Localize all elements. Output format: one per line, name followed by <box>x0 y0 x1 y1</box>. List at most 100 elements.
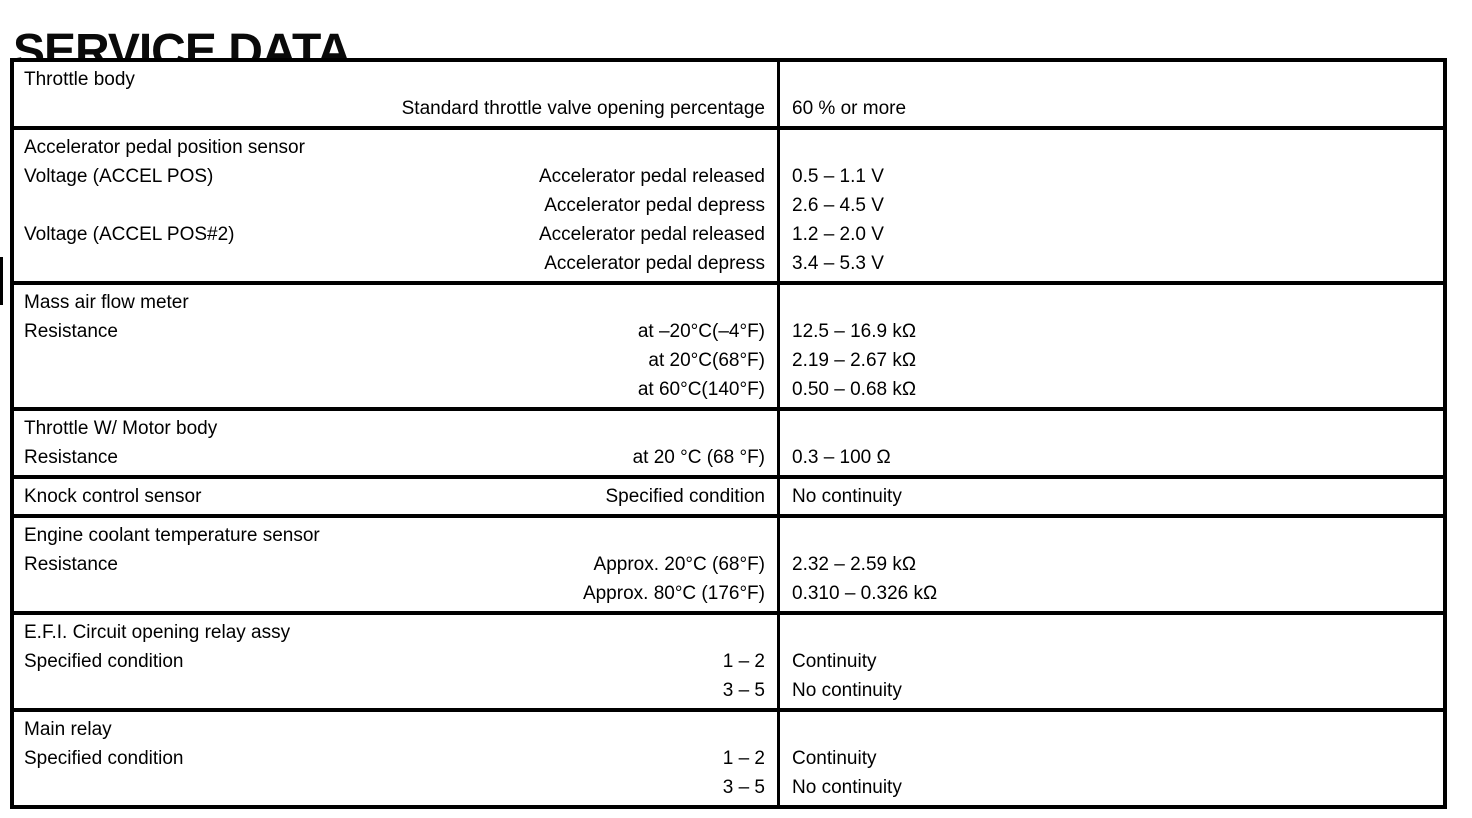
spec-left-column: E.F.I. Circuit opening relay assy Specifi… <box>14 615 780 708</box>
spec-label: Knock control sensor <box>24 486 202 507</box>
spec-value: 0.50 – 0.68 kΩ <box>792 379 917 400</box>
spec-label: Accelerator pedal position sensor <box>24 137 305 158</box>
spec-value <box>792 414 1435 443</box>
spec-value: No continuity <box>792 680 902 701</box>
table-section-knock-control-sensor: Knock control sensor Specified condition N… <box>14 475 1443 514</box>
spec-value <box>792 715 1435 744</box>
spec-line: Knock control sensor Specified condition <box>24 482 765 511</box>
spec-value-column: 2.32 – 2.59 kΩ 0.310 – 0.326 kΩ <box>780 518 1443 611</box>
spec-condition: Specified condition <box>605 486 766 507</box>
spec-left-column: Main relay Specified condition 1 – 2 3 – 5 <box>14 712 780 805</box>
spec-label: Resistance <box>24 321 118 342</box>
table-section-accelerator-pedal-position-sensor: Accelerator pedal position sensor Voltage… <box>14 126 1443 281</box>
spec-value <box>792 133 1435 162</box>
table-section-throttle-w-motor-body: Throttle W/ Motor body Resistance at 20 °C… <box>14 407 1443 475</box>
spec-value-column: 0.3 – 100 Ω <box>780 411 1443 475</box>
spec-value: No continuity <box>792 486 902 507</box>
spec-value <box>792 288 1435 317</box>
spec-line: Resistance at –20°C(–4°F) <box>24 317 765 346</box>
spec-condition: at –20°C(–4°F) <box>637 321 765 342</box>
spec-value-column: Continuity No continuity <box>780 712 1443 805</box>
table-section-engine-coolant-temperature-sensor: Engine coolant temperature sensor Resista… <box>14 514 1443 611</box>
spec-left-column: Accelerator pedal position sensor Voltage… <box>14 130 780 281</box>
spec-condition: Approx. 20°C (68°F) <box>593 554 765 575</box>
spec-value: 0.3 – 100 Ω <box>792 447 891 468</box>
spec-condition: at 20°C(68°F) <box>648 350 765 371</box>
spec-label: Specified condition <box>24 748 184 769</box>
spec-line: Main relay <box>24 715 765 744</box>
spec-value-column: 12.5 – 16.9 kΩ 2.19 – 2.67 kΩ 0.50 – 0.68 … <box>780 285 1443 407</box>
spec-label: Resistance <box>24 447 118 468</box>
spec-value <box>792 65 1435 94</box>
table-section-throttle-body: Throttle body Standard throttle valve ope… <box>14 62 1443 126</box>
spec-label: Mass air flow meter <box>24 292 189 313</box>
spec-line: Mass air flow meter <box>24 288 765 317</box>
spec-value: Continuity <box>792 651 877 672</box>
table-section-efi-circuit-opening-relay-assy: E.F.I. Circuit opening relay assy Specifi… <box>14 611 1443 708</box>
spec-line: at 60°C(140°F) <box>24 375 765 404</box>
spec-label: Resistance <box>24 554 118 575</box>
spec-label: E.F.I. Circuit opening relay assy <box>24 622 291 643</box>
spec-value: 2.6 – 4.5 V <box>792 195 884 216</box>
spec-left-column: Knock control sensor Specified condition <box>14 479 780 514</box>
spec-condition: Accelerator pedal depress <box>544 195 765 216</box>
spec-line: Accelerator pedal depress <box>24 249 765 278</box>
spec-condition: 1 – 2 <box>722 651 765 672</box>
spec-value-column: Continuity No continuity <box>780 615 1443 708</box>
spec-value-column: No continuity <box>780 479 1443 514</box>
spec-line: Voltage (ACCEL POS) Accelerator pedal rel… <box>24 162 765 191</box>
spec-condition: 3 – 5 <box>722 680 765 701</box>
scan-artifact-mark <box>0 257 3 305</box>
spec-line: Throttle body <box>24 65 765 94</box>
spec-left-column: Mass air flow meter Resistance at –20°C(–4… <box>14 285 780 407</box>
spec-line: Standard throttle valve opening percenta… <box>24 94 765 123</box>
spec-condition: at 20 °C (68 °F) <box>632 447 765 468</box>
spec-left-column: Throttle body Standard throttle valve ope… <box>14 62 780 126</box>
spec-line: Throttle W/ Motor body <box>24 414 765 443</box>
spec-value: 0.5 – 1.1 V <box>792 166 884 187</box>
spec-condition: Accelerator pedal depress <box>544 253 765 274</box>
spec-label: Throttle W/ Motor body <box>24 418 218 439</box>
spec-condition: Approx. 80°C (176°F) <box>582 583 765 604</box>
spec-value-column: 60 % or more <box>780 62 1443 126</box>
spec-left-column: Throttle W/ Motor body Resistance at 20 °C… <box>14 411 780 475</box>
spec-line: Accelerator pedal depress <box>24 191 765 220</box>
spec-label: Throttle body <box>24 69 135 90</box>
spec-value: 2.32 – 2.59 kΩ <box>792 554 917 575</box>
spec-condition: 1 – 2 <box>722 748 765 769</box>
spec-value: No continuity <box>792 777 902 798</box>
spec-condition: Accelerator pedal released <box>538 224 765 245</box>
spec-label: Main relay <box>24 719 112 740</box>
spec-value <box>792 521 1435 550</box>
spec-line: Approx. 80°C (176°F) <box>24 579 765 608</box>
spec-line: Specified condition 1 – 2 <box>24 744 765 773</box>
spec-label: Voltage (ACCEL POS) <box>24 166 214 187</box>
spec-condition: Standard throttle valve opening percenta… <box>401 98 765 119</box>
spec-label: Voltage (ACCEL POS#2) <box>24 224 235 245</box>
spec-label: Specified condition <box>24 651 184 672</box>
spec-label: Engine coolant temperature sensor <box>24 525 320 546</box>
spec-value: 3.4 – 5.3 V <box>792 253 884 274</box>
spec-condition: Accelerator pedal released <box>538 166 765 187</box>
spec-value: Continuity <box>792 748 877 769</box>
spec-line: 3 – 5 <box>24 676 765 705</box>
spec-condition: at 60°C(140°F) <box>637 379 765 400</box>
spec-value: 12.5 – 16.9 kΩ <box>792 321 917 342</box>
spec-condition: 3 – 5 <box>722 777 765 798</box>
spec-line: at 20°C(68°F) <box>24 346 765 375</box>
spec-left-column: Engine coolant temperature sensor Resista… <box>14 518 780 611</box>
spec-line: 3 – 5 <box>24 773 765 802</box>
spec-line: E.F.I. Circuit opening relay assy <box>24 618 765 647</box>
spec-value: 1.2 – 2.0 V <box>792 224 884 245</box>
spec-value <box>792 618 1435 647</box>
table-section-main-relay: Main relay Specified condition 1 – 2 3 – 5 C… <box>14 708 1443 805</box>
spec-value: 60 % or more <box>792 98 907 119</box>
spec-value: 2.19 – 2.67 kΩ <box>792 350 917 371</box>
spec-value: 0.310 – 0.326 kΩ <box>792 583 938 604</box>
spec-line: Specified condition 1 – 2 <box>24 647 765 676</box>
service-data-table: Throttle body Standard throttle valve ope… <box>10 58 1447 809</box>
spec-line: Voltage (ACCEL POS#2) Accelerator pedal r… <box>24 220 765 249</box>
spec-line: Resistance at 20 °C (68 °F) <box>24 443 765 472</box>
table-section-mass-air-flow-meter: Mass air flow meter Resistance at –20°C(–4… <box>14 281 1443 407</box>
spec-line: Resistance Approx. 20°C (68°F) <box>24 550 765 579</box>
